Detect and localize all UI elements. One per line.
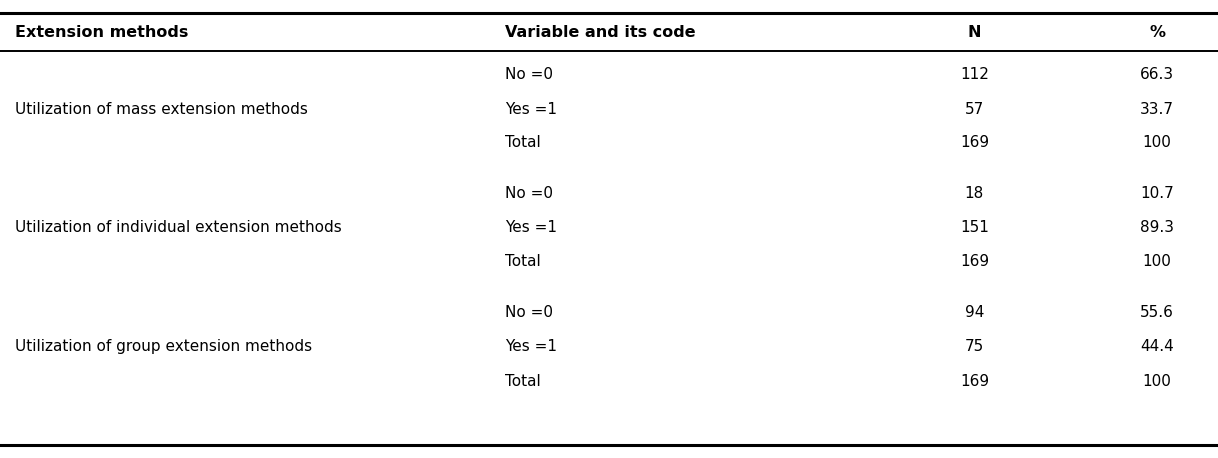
Text: 33.7: 33.7 xyxy=(1140,102,1174,116)
Text: Utilization of individual extension methods: Utilization of individual extension meth… xyxy=(15,220,341,235)
Text: 55.6: 55.6 xyxy=(1140,305,1174,320)
Text: No =0: No =0 xyxy=(505,305,553,320)
Text: 100: 100 xyxy=(1142,374,1172,388)
Text: Yes =1: Yes =1 xyxy=(505,339,558,354)
Text: 151: 151 xyxy=(960,220,989,235)
Text: 10.7: 10.7 xyxy=(1140,186,1174,201)
Text: 100: 100 xyxy=(1142,136,1172,150)
Text: 169: 169 xyxy=(960,374,989,388)
Text: Yes =1: Yes =1 xyxy=(505,102,558,116)
Text: Utilization of mass extension methods: Utilization of mass extension methods xyxy=(15,102,307,116)
Text: N: N xyxy=(967,25,982,39)
Text: 94: 94 xyxy=(965,305,984,320)
Text: No =0: No =0 xyxy=(505,186,553,201)
Text: 112: 112 xyxy=(960,67,989,82)
Text: Total: Total xyxy=(505,374,541,388)
Text: Yes =1: Yes =1 xyxy=(505,220,558,235)
Text: 75: 75 xyxy=(965,339,984,354)
Text: Total: Total xyxy=(505,136,541,150)
Text: No =0: No =0 xyxy=(505,67,553,82)
Text: Variable and its code: Variable and its code xyxy=(505,25,697,39)
Text: 169: 169 xyxy=(960,255,989,269)
Text: Extension methods: Extension methods xyxy=(15,25,188,39)
Text: 89.3: 89.3 xyxy=(1140,220,1174,235)
Text: Total: Total xyxy=(505,255,541,269)
Text: 57: 57 xyxy=(965,102,984,116)
Text: %: % xyxy=(1149,25,1166,39)
Text: 100: 100 xyxy=(1142,255,1172,269)
Text: Utilization of group extension methods: Utilization of group extension methods xyxy=(15,339,312,354)
Text: 18: 18 xyxy=(965,186,984,201)
Text: 169: 169 xyxy=(960,136,989,150)
Text: 66.3: 66.3 xyxy=(1140,67,1174,82)
Text: 44.4: 44.4 xyxy=(1140,339,1174,354)
